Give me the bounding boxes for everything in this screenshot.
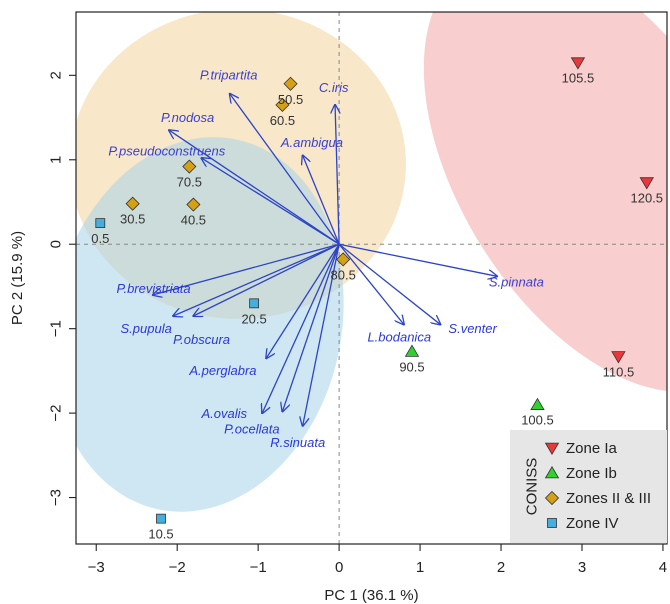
zero-reference-lines xyxy=(76,12,667,544)
loading-label-a-ovalis: A.ovalis xyxy=(200,406,247,421)
ellipse-zone-ia xyxy=(423,12,667,392)
point-label-110-5: 110.5 xyxy=(603,365,635,380)
x-tick-label: −1 xyxy=(250,559,267,576)
x-tick-label: 3 xyxy=(578,559,586,576)
loading-label-p-tripartita: P.tripartita xyxy=(200,68,258,83)
point-label-70-5: 70.5 xyxy=(177,175,202,190)
loading-label-p-obscura: P.obscura xyxy=(173,332,230,347)
loading-arrow-p-pseudoconstruens xyxy=(201,158,340,245)
loading-arrow-p-brevistriata xyxy=(153,243,340,295)
point-zone-iv-20-5 xyxy=(249,298,260,309)
x-axis-title: PC 1 (36.1 %) xyxy=(324,587,418,604)
legend: CONISS Zone Ia Zone Ib Zones II & III Zone I… xyxy=(510,430,667,543)
ellipse-zone-iv xyxy=(76,137,344,512)
y-tick-label: 1 xyxy=(48,156,65,164)
loading-label-a-ambigua: A.ambigua xyxy=(280,135,343,150)
x-tick-label: −3 xyxy=(88,559,105,576)
loading-label-p-brevistriata: P.brevistriata xyxy=(116,281,190,296)
loading-arrow-a-ovalis xyxy=(262,243,340,413)
loading-arrow-p-tripartita xyxy=(230,94,340,245)
point-zone-ia-110-5 xyxy=(611,351,626,364)
point-zones-ii-iii-80-5 xyxy=(336,252,351,267)
point-zones-ii-iii-70-5 xyxy=(182,159,197,174)
point-zones-ii-iii-40-5 xyxy=(186,197,201,212)
point-label-60-5: 60.5 xyxy=(270,113,295,128)
legend-box xyxy=(510,430,667,543)
legend-marker-zone-ib xyxy=(544,466,560,479)
point-label-20-5: 20.5 xyxy=(241,311,266,326)
x-tick-label: 4 xyxy=(659,559,667,576)
loading-arrows: P.tripartita C.iris P.nodosa A.ambigua P.pse… xyxy=(108,68,543,450)
point-zone-iv-0-5 xyxy=(95,218,106,229)
confidence-ellipses xyxy=(76,12,667,512)
x-tick-label: 2 xyxy=(497,559,505,576)
point-label-100-5: 100.5 xyxy=(521,413,554,428)
loading-label-l-bodanica: L.bodanica xyxy=(367,329,431,344)
legend-marker-zones-ii-iii xyxy=(544,490,560,506)
loading-arrow-s-venter xyxy=(338,243,440,324)
loading-label-c-iris: C.iris xyxy=(319,80,349,95)
loading-arrow-s-pinnata xyxy=(338,243,497,276)
legend-label-zone-ib: Zone Ib xyxy=(566,465,617,482)
loading-label-s-venter: S.venter xyxy=(448,321,497,336)
x-tick-label: 0 xyxy=(335,559,343,576)
point-zone-ia-120-5 xyxy=(639,177,654,190)
loading-label-r-sinuata: R.sinuata xyxy=(270,435,325,450)
loading-arrow-r-sinuata xyxy=(303,244,340,426)
point-label-50-5: 50.5 xyxy=(278,92,303,107)
legend-label-zone-ia: Zone Ia xyxy=(566,440,618,457)
point-zone-ib-90-5 xyxy=(404,344,420,357)
x-tick-label: −2 xyxy=(169,559,186,576)
y-tick-label: −2 xyxy=(48,405,65,422)
x-tick-label: 1 xyxy=(416,559,424,576)
loading-arrow-a-ambigua xyxy=(303,156,340,245)
point-label-40-5: 40.5 xyxy=(181,213,206,228)
point-label-120-5: 120.5 xyxy=(630,191,663,206)
loading-arrow-c-iris xyxy=(335,105,339,245)
y-axis-title: PC 2 (15.9 %) xyxy=(9,231,26,325)
loading-arrow-s-pupula xyxy=(173,243,340,316)
point-zones-ii-iii-60-5 xyxy=(275,97,290,112)
plot-frame xyxy=(75,11,668,545)
legend-label-zones-ii-iii: Zones II & III xyxy=(566,490,651,507)
point-labels: 105.5 120.5 110.5 90.5 100.5 50.5 60.5 70.5 30.5… xyxy=(91,71,663,542)
loading-label-p-pseudoconstruens: P.pseudoconstruens xyxy=(108,144,225,159)
point-label-0-5: 0.5 xyxy=(91,231,109,246)
sample-points xyxy=(95,57,654,524)
point-label-105-5: 105.5 xyxy=(562,71,595,86)
y-tick-label: −3 xyxy=(48,489,65,506)
y-tick-label: −1 xyxy=(48,320,65,337)
loading-label-a-perglabra: A.perglabra xyxy=(188,363,256,378)
point-zones-ii-iii-30-5 xyxy=(125,196,140,211)
loading-label-s-pinnata: S.pinnata xyxy=(489,274,544,289)
loading-label-s-pupula: S.pupula xyxy=(121,321,172,336)
legend-marker-zone-iv xyxy=(547,518,557,528)
loading-arrow-l-bodanica xyxy=(338,243,404,324)
legend-label-zone-iv: Zone IV xyxy=(566,515,619,532)
legend-marker-zone-ia xyxy=(544,442,560,455)
loading-arrow-p-obscura xyxy=(193,243,340,316)
y-tick-label: 0 xyxy=(48,240,65,248)
legend-title: CONISS xyxy=(524,458,541,516)
axes: −3 −2 −1 0 1 2 3 4 −3 −2 −1 0 1 2 PC 1 (36.1 %) PC 2 (1… xyxy=(9,11,668,604)
point-label-80-5: 80.5 xyxy=(331,267,356,282)
point-zones-ii-iii-50-5 xyxy=(283,76,298,91)
point-zone-ia-105-5 xyxy=(570,57,586,70)
point-zone-iv-10-5 xyxy=(156,513,166,524)
loading-arrow-p-nodosa xyxy=(169,130,340,245)
loading-label-p-nodosa: P.nodosa xyxy=(161,110,214,125)
point-label-10-5: 10.5 xyxy=(148,527,173,542)
point-label-30-5: 30.5 xyxy=(120,212,145,227)
y-tick-label: 2 xyxy=(48,71,65,79)
loading-label-p-ocellata: P.ocellata xyxy=(224,421,279,436)
point-label-90-5: 90.5 xyxy=(399,359,424,374)
loading-arrow-a-perglabra xyxy=(266,243,340,358)
point-zone-ib-100-5 xyxy=(530,397,545,410)
loading-arrow-p-ocellata xyxy=(282,244,340,411)
